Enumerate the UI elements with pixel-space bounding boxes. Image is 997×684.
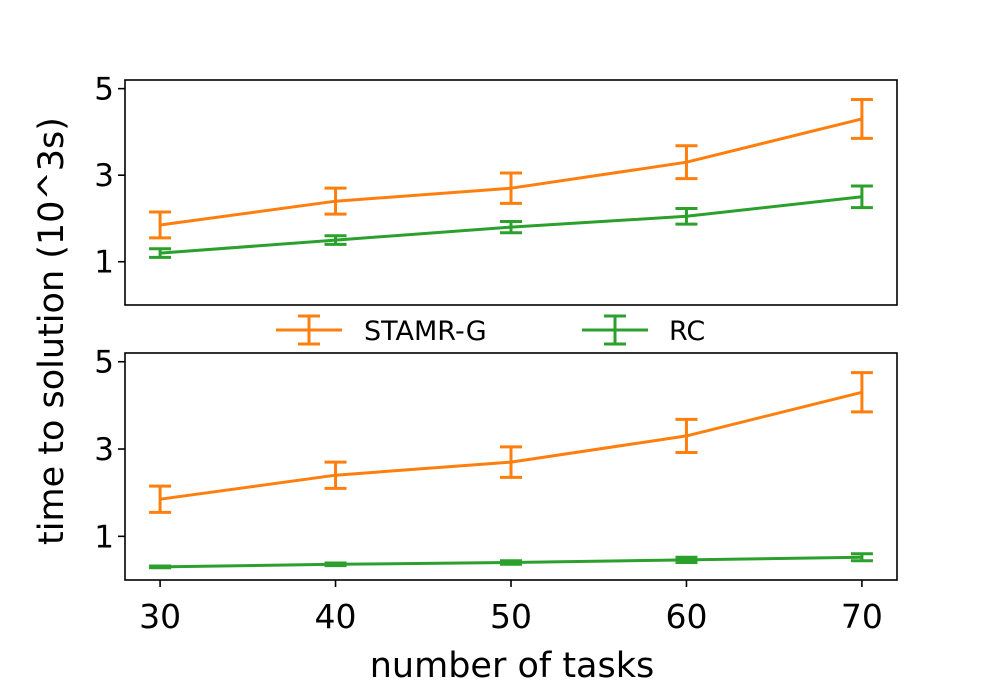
y-tick-label: 1 [94, 245, 114, 281]
y-axis-label: time to solution (10^3s) [32, 117, 72, 545]
x-tick-label: 30 [139, 597, 181, 636]
y-tick-label: 5 [94, 72, 114, 108]
bottom-panel: 1 3 5 30 40 50 60 70 [94, 345, 897, 636]
x-tick-label: 40 [315, 597, 357, 636]
y-tick-label: 1 [94, 519, 114, 555]
legend-entry-stamr-g: STAMR-G [276, 316, 487, 347]
y-tick-label: 5 [94, 345, 114, 381]
y-tick-label: 3 [94, 158, 114, 194]
x-tick-label: 70 [841, 597, 883, 636]
x-axis-label: number of tasks [370, 646, 655, 679]
y-tick-label: 3 [94, 432, 114, 468]
top-panel: 1 3 5 [94, 72, 897, 305]
x-tick-label: 50 [490, 597, 532, 636]
legend-label-stamr-g: STAMR-G [364, 316, 487, 347]
legend: STAMR-G RC [276, 316, 705, 347]
legend-label-rc: RC [669, 316, 705, 347]
x-tick-label: 60 [665, 597, 707, 636]
legend-entry-rc: RC [582, 316, 705, 347]
